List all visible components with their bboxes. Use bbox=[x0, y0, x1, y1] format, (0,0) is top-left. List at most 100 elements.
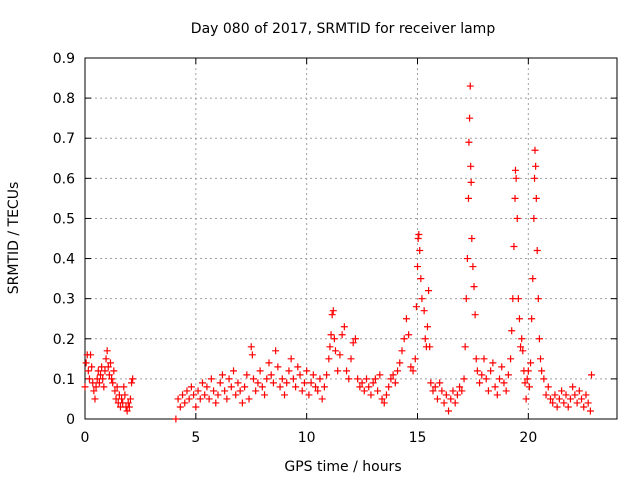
y-tick-label: 0 bbox=[66, 412, 75, 428]
data-point bbox=[294, 363, 302, 371]
data-point bbox=[316, 375, 324, 383]
data-point bbox=[532, 162, 540, 170]
x-tick-label: 0 bbox=[81, 430, 90, 446]
data-point bbox=[225, 375, 233, 383]
x-tick-label: 20 bbox=[519, 430, 537, 446]
data-point bbox=[573, 399, 581, 407]
data-point bbox=[508, 327, 516, 335]
data-point bbox=[101, 367, 109, 375]
y-tick-label: 0.7 bbox=[53, 131, 75, 147]
data-point bbox=[423, 323, 431, 331]
data-point bbox=[566, 395, 574, 403]
data-point bbox=[466, 82, 474, 90]
data-point bbox=[265, 359, 273, 367]
data-point bbox=[418, 295, 426, 303]
data-point bbox=[493, 391, 501, 399]
data-point bbox=[263, 375, 271, 383]
data-point bbox=[326, 343, 334, 351]
data-point bbox=[120, 383, 128, 391]
data-point bbox=[532, 194, 540, 202]
data-point bbox=[402, 315, 410, 323]
data-point bbox=[376, 371, 384, 379]
data-point bbox=[187, 383, 195, 391]
data-point bbox=[323, 371, 331, 379]
data-point bbox=[466, 114, 474, 122]
data-point bbox=[374, 387, 382, 395]
data-point bbox=[519, 347, 527, 355]
data-point bbox=[216, 379, 224, 387]
data-point bbox=[502, 387, 510, 395]
data-point bbox=[531, 146, 539, 154]
data-point bbox=[420, 307, 428, 315]
data-point bbox=[285, 367, 293, 375]
data-point bbox=[580, 403, 588, 411]
data-point bbox=[241, 383, 249, 391]
data-point bbox=[248, 351, 256, 359]
data-point bbox=[478, 371, 486, 379]
data-point bbox=[198, 379, 206, 387]
data-point bbox=[81, 383, 89, 391]
data-point bbox=[528, 315, 536, 323]
data-point bbox=[249, 375, 257, 383]
data-point bbox=[227, 383, 235, 391]
data-point bbox=[325, 355, 333, 363]
data-point bbox=[203, 383, 211, 391]
data-point bbox=[207, 375, 215, 383]
data-point bbox=[283, 379, 291, 387]
data-point bbox=[347, 355, 355, 363]
data-point bbox=[511, 194, 519, 202]
data-point bbox=[378, 395, 386, 403]
data-point bbox=[460, 375, 468, 383]
data-point bbox=[351, 335, 359, 343]
data-point bbox=[417, 275, 425, 283]
data-point bbox=[489, 359, 497, 367]
data-point bbox=[100, 383, 108, 391]
y-tick-label: 0.4 bbox=[53, 252, 75, 268]
data-point bbox=[415, 230, 423, 238]
data-point bbox=[85, 375, 93, 383]
data-point bbox=[487, 367, 495, 375]
y-tick-label: 0.5 bbox=[53, 211, 75, 227]
data-point bbox=[330, 335, 338, 343]
data-point bbox=[571, 391, 579, 399]
data-point bbox=[328, 311, 336, 319]
data-point bbox=[405, 331, 413, 339]
data-point bbox=[223, 395, 231, 403]
data-point bbox=[121, 391, 129, 399]
data-point bbox=[391, 379, 399, 387]
data-point bbox=[111, 387, 119, 395]
data-point bbox=[218, 371, 226, 379]
data-point bbox=[123, 407, 131, 415]
data-point bbox=[327, 331, 335, 339]
y-tick-label: 0.9 bbox=[53, 51, 75, 67]
data-point bbox=[232, 391, 240, 399]
data-point bbox=[588, 371, 596, 379]
data-point bbox=[118, 395, 126, 403]
data-point bbox=[104, 363, 112, 371]
data-point bbox=[176, 403, 184, 411]
data-point bbox=[578, 395, 586, 403]
data-point bbox=[463, 255, 471, 263]
data-point bbox=[276, 383, 284, 391]
data-point bbox=[456, 383, 464, 391]
data-point bbox=[584, 399, 592, 407]
data-point bbox=[438, 387, 446, 395]
data-point bbox=[278, 375, 286, 383]
x-tick-labels: 0 5 10 15 20 bbox=[81, 430, 538, 446]
data-point bbox=[247, 343, 255, 351]
data-point bbox=[300, 379, 308, 387]
data-point bbox=[431, 383, 439, 391]
data-point bbox=[414, 263, 421, 271]
data-point bbox=[542, 391, 550, 399]
data-point bbox=[95, 379, 103, 387]
data-point bbox=[109, 379, 117, 387]
data-point bbox=[380, 399, 388, 407]
data-point bbox=[238, 399, 246, 407]
data-point bbox=[507, 355, 515, 363]
data-point bbox=[179, 391, 187, 399]
data-point bbox=[544, 383, 552, 391]
data-point bbox=[221, 387, 229, 395]
data-point bbox=[498, 363, 506, 371]
data-point bbox=[303, 367, 311, 375]
data-point bbox=[234, 379, 242, 387]
